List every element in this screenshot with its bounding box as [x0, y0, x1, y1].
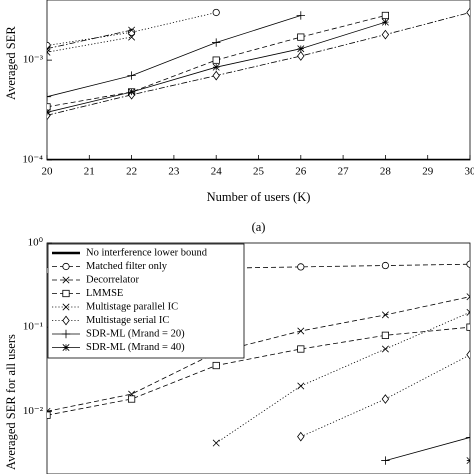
- series-line: [47, 326, 470, 416]
- x-tick-label: 22: [126, 166, 137, 178]
- y-tick-label: 10⁰: [28, 237, 44, 249]
- x-tick-label: 20: [42, 166, 54, 178]
- x-tick-label: 28: [380, 166, 392, 178]
- series-line: [215, 311, 470, 444]
- marker-diamond: [466, 7, 470, 18]
- marker-circle: [47, 41, 51, 50]
- legend-label: LMMSE: [86, 288, 123, 299]
- legend-marker: [62, 315, 70, 326]
- legend-label: Matched filter only: [86, 261, 168, 272]
- caption: (a): [252, 220, 266, 234]
- marker-square: [127, 395, 136, 403]
- marker-square: [212, 56, 220, 64]
- marker-circle: [381, 261, 389, 270]
- marker-square: [297, 33, 305, 41]
- marker-square: [381, 331, 390, 339]
- series-line: [47, 296, 470, 412]
- legend-label: SDR-ML (Mrand = 40): [86, 342, 185, 353]
- marker-star: [128, 88, 136, 96]
- x-tick-label: 25: [253, 166, 265, 178]
- marker-diamond: [297, 431, 305, 442]
- series-line: [47, 29, 132, 50]
- marker-circle: [297, 263, 305, 271]
- x-tick-label: 21: [84, 166, 95, 178]
- marker-square: [47, 103, 51, 111]
- marker-x: [466, 308, 470, 316]
- marker-x: [381, 345, 389, 353]
- legend-marker: [61, 329, 71, 339]
- x-tick-label: 27: [338, 166, 350, 178]
- marker-x: [297, 382, 305, 390]
- legend-marker: [62, 344, 70, 351]
- marker-circle: [212, 8, 220, 17]
- marker-x: [128, 33, 136, 41]
- marker-x: [297, 327, 305, 335]
- marker-square: [212, 361, 220, 370]
- marker-star: [466, 457, 470, 465]
- marker-x: [47, 48, 51, 56]
- legend-label: No interference lower bound: [86, 247, 208, 258]
- marker-square: [466, 323, 470, 331]
- legend-label: Multistage serial IC: [86, 315, 169, 326]
- marker-diamond: [381, 394, 390, 404]
- marker-circle: [466, 260, 470, 268]
- marker-star: [47, 108, 51, 116]
- series-line: [385, 437, 470, 461]
- x-tick-label: 29: [422, 166, 434, 178]
- marker-x: [212, 439, 220, 447]
- marker-plus: [465, 433, 470, 442]
- marker-star: [381, 18, 389, 26]
- y-tick-label: 10⁻⁴: [22, 154, 43, 166]
- marker-star: [297, 45, 305, 53]
- y-tick-label: 10⁻³: [23, 54, 44, 66]
- x-axis-title: Number of users (K): [207, 190, 311, 204]
- x-tick-label: 30: [465, 166, 474, 178]
- marker-square: [297, 345, 305, 353]
- marker-diamond: [212, 70, 220, 81]
- legend-label: Decorrelator: [86, 274, 140, 285]
- marker-x: [47, 45, 51, 53]
- legend-marker: [62, 262, 70, 271]
- marker-square: [47, 411, 51, 419]
- x-tick-label: 26: [295, 166, 307, 178]
- series-line: [47, 12, 470, 116]
- marker-diamond: [297, 51, 305, 61]
- plot-area: [47, 7, 470, 160]
- legend-marker: [62, 289, 70, 298]
- legend-label: Multistage parallel IC: [86, 301, 178, 312]
- x-tick-label: 24: [211, 166, 223, 178]
- marker-plus: [296, 11, 305, 20]
- marker-plus: [47, 92, 52, 101]
- marker-plus: [381, 456, 390, 465]
- legend-label: SDR-ML (Mrand = 20): [86, 328, 185, 339]
- y-tick-label: 10⁻²: [23, 405, 44, 417]
- y-axis-title: Averaged SER for all users: [4, 334, 18, 470]
- y-axis-title: Averaged SER: [4, 26, 18, 100]
- marker-diamond: [466, 349, 470, 360]
- marker-x: [466, 293, 470, 301]
- marker-x: [381, 311, 389, 319]
- marker-x: [128, 26, 136, 34]
- plot-frame: [46, 0, 471, 161]
- marker-plus: [127, 71, 136, 80]
- legend-box: [47, 243, 245, 359]
- marker-star: [212, 63, 220, 71]
- x-tick-label: 23: [168, 166, 180, 178]
- series-line: [47, 263, 470, 271]
- y-tick-label: 10⁻¹: [23, 321, 43, 333]
- marker-diamond: [381, 29, 390, 40]
- legend-marker: [62, 303, 70, 311]
- legend-marker: [62, 276, 70, 284]
- marker-square: [381, 11, 390, 20]
- series-line: [47, 15, 301, 98]
- marker-plus: [212, 38, 221, 47]
